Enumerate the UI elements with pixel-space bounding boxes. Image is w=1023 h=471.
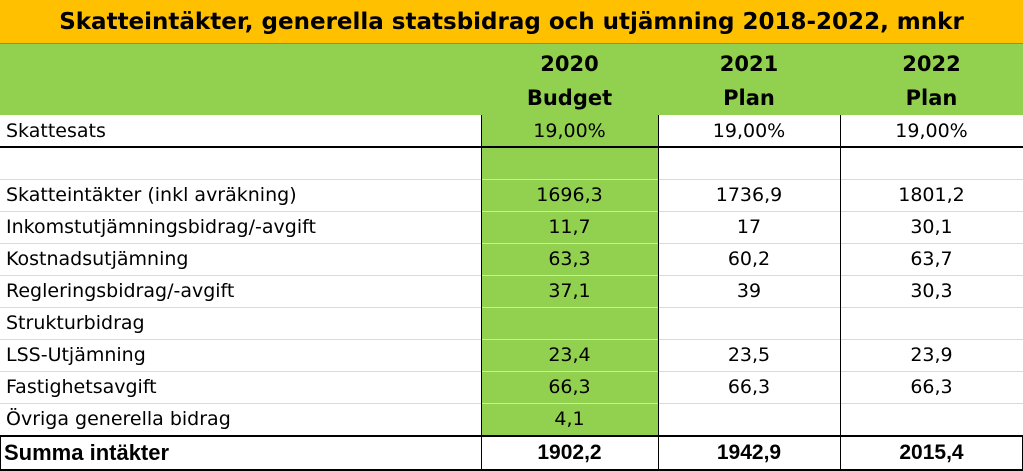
row-label: Skattesats <box>6 120 106 142</box>
grid-line <box>0 339 1023 340</box>
header-band <box>0 44 1023 115</box>
cell-2020: 4,1 <box>554 408 585 430</box>
row-label: Strukturbidrag <box>6 312 145 334</box>
row-label: Övriga generella bidrag <box>6 408 231 430</box>
col-header-2021-kind: Plan <box>723 86 775 110</box>
cell-2021: 60,2 <box>727 248 771 270</box>
table-title: Skatteintäkter, generella statsbidrag oc… <box>0 0 1023 44</box>
column-divider <box>0 437 1 471</box>
grid-line <box>0 275 1023 276</box>
row-label <box>0 147 481 179</box>
cell-2021: 39 <box>736 280 762 302</box>
cell-2021: 19,00% <box>712 120 786 142</box>
cell-2020: 19,00% <box>533 120 606 142</box>
cell-2020: 11,7 <box>548 216 591 238</box>
row-label: Fastighetsavgift <box>6 376 157 398</box>
col-header-2020-kind: Budget <box>526 86 613 110</box>
total-2022: 2015,4 <box>899 441 964 464</box>
grid-line-heavy <box>0 146 1023 148</box>
column-divider <box>840 115 841 471</box>
cell-2020: 63,3 <box>548 248 591 270</box>
budget-column-highlight <box>481 115 658 437</box>
cell-2021: 66,3 <box>727 376 771 398</box>
grid-line-heavy <box>0 435 1023 437</box>
grid-line <box>0 179 1023 180</box>
cell-2022: 1801,2 <box>898 184 965 206</box>
cell-2022: 23,9 <box>910 344 953 366</box>
row-label: Regleringsbidrag/-avgift <box>6 280 235 302</box>
grid-line <box>0 371 1023 372</box>
row-label: Inkomstutjämningsbidrag/-avgift <box>6 216 316 238</box>
col-header-2022-kind: Plan <box>905 86 958 110</box>
grid-line-heavy <box>0 469 1023 471</box>
cell-2021: 23,5 <box>727 344 771 366</box>
row-label: Kostnadsutjämning <box>6 248 189 270</box>
col-header-2021-year: 2021 <box>719 52 779 76</box>
cell-2020: 37,1 <box>548 280 591 302</box>
cell-2022: 30,3 <box>910 280 953 302</box>
grid-line <box>0 243 1023 244</box>
column-divider <box>658 115 659 471</box>
row-label: LSS-Utjämning <box>6 344 146 366</box>
grid-line <box>0 307 1023 308</box>
cell-2022: 63,7 <box>910 248 953 270</box>
row-label: Skatteintäkter (inkl avräkning) <box>6 184 297 206</box>
cell-2021: 1736,9 <box>715 184 783 206</box>
total-label: Summa intäkter <box>4 440 170 465</box>
col-header-2020-year: 2020 <box>540 52 599 76</box>
total-2021: 1942,9 <box>716 441 782 464</box>
column-divider <box>481 115 482 471</box>
cell-2022: 19,00% <box>895 120 968 142</box>
cell-2020: 1696,3 <box>536 184 603 206</box>
grid-line <box>0 211 1023 212</box>
cell-2022: 30,1 <box>910 216 953 238</box>
cell-2020: 23,4 <box>548 344 591 366</box>
total-2020: 1902,2 <box>537 441 602 464</box>
cell-2020: 66,3 <box>548 376 591 398</box>
cell-2022: 66,3 <box>910 376 953 398</box>
col-header-2022-year: 2022 <box>902 52 961 76</box>
grid-line <box>0 403 1023 404</box>
cell-2021: 17 <box>736 216 762 238</box>
